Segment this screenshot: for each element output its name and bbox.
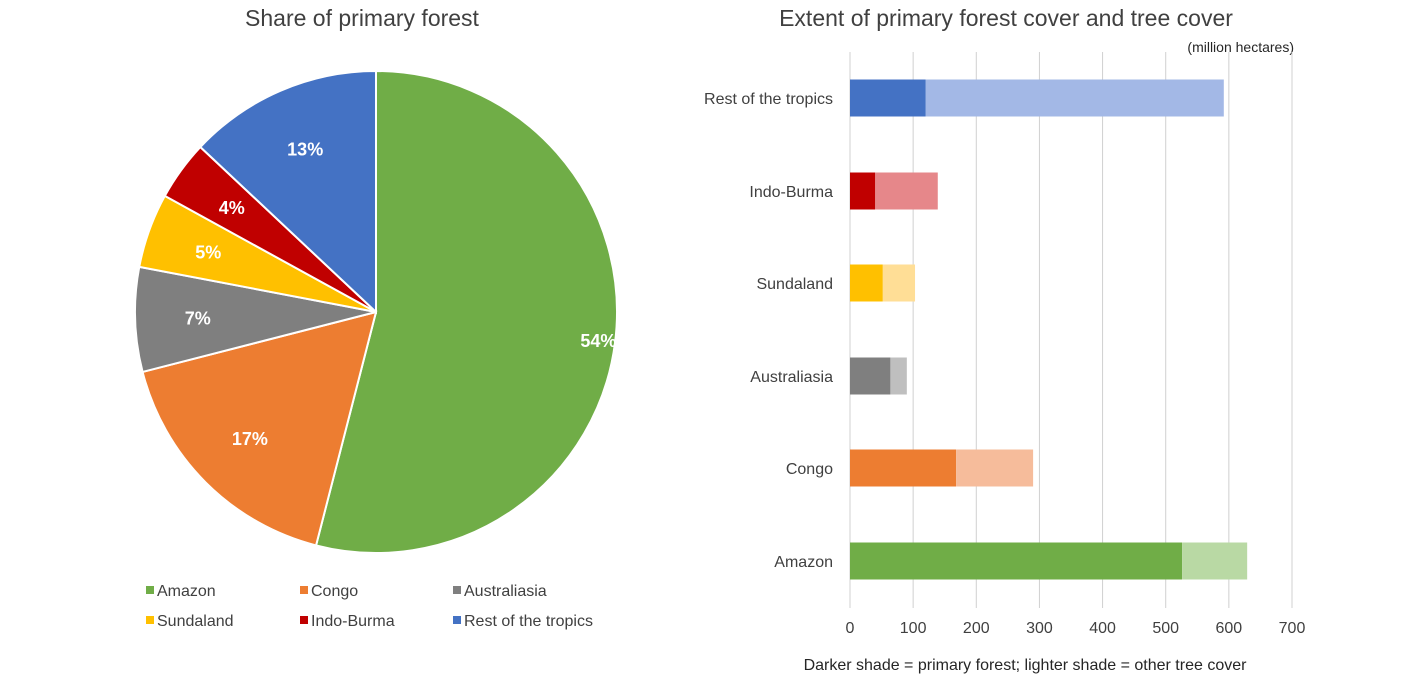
category-label-rest-of-the-tropics: Rest of the tropics bbox=[704, 91, 833, 108]
legend-swatch-congo bbox=[300, 586, 308, 594]
bar-chart-unit: (million hectares) bbox=[1187, 39, 1294, 55]
bar-australiasia-other-tree-cover bbox=[890, 357, 907, 395]
legend-swatch-amazon bbox=[146, 586, 154, 594]
pie-chart bbox=[134, 69, 618, 554]
bar-australiasia-primary-forest bbox=[850, 357, 891, 395]
pie-label-amazon: 54% bbox=[580, 331, 616, 351]
pie-slice-australiasia bbox=[134, 265, 377, 374]
x-tick-label-100: 100 bbox=[900, 620, 927, 637]
legend-swatch-australiasia bbox=[453, 586, 461, 594]
category-label-indo-burma: Indo-Burma bbox=[749, 184, 833, 201]
legend-label-rest-of-the-tropics: Rest of the tropics bbox=[464, 613, 593, 630]
legend-swatch-indo-burma bbox=[300, 616, 308, 624]
legend-label-sundaland: Sundaland bbox=[157, 613, 234, 630]
pie-slice-rest-of-the-tropics bbox=[198, 69, 377, 315]
pie-slice-amazon bbox=[314, 69, 618, 554]
bar-amazon-other-tree-cover bbox=[1182, 542, 1248, 580]
legend-label-congo: Congo bbox=[311, 583, 358, 600]
bar-rest-of-the-tropics-primary-forest bbox=[850, 79, 926, 117]
x-tick-label-700: 700 bbox=[1279, 620, 1306, 637]
bar-indo-burma-primary-forest bbox=[850, 172, 876, 210]
bar-chart-title: Extent of primary forest cover and tree … bbox=[779, 5, 1233, 31]
legend-swatch-sundaland bbox=[146, 616, 154, 624]
category-label-congo: Congo bbox=[786, 461, 833, 478]
bar-x-axis: 0 100 200 300 400 500 600 700 bbox=[846, 620, 1306, 637]
pie-label-rest-of-the-tropics: 13% bbox=[287, 139, 323, 159]
pie-label-australiasia: 7% bbox=[185, 309, 211, 329]
x-tick-label-0: 0 bbox=[846, 620, 855, 637]
bar-congo-other-tree-cover bbox=[956, 449, 1034, 487]
pie-label-indo-burma: 4% bbox=[219, 198, 245, 218]
bar-chart-note: Darker shade = primary forest; lighter s… bbox=[804, 657, 1248, 674]
x-tick-label-500: 500 bbox=[1152, 620, 1179, 637]
bar-sundaland-primary-forest bbox=[850, 264, 883, 302]
category-label-amazon: Amazon bbox=[774, 554, 833, 571]
x-tick-label-300: 300 bbox=[1026, 620, 1053, 637]
pie-slice-congo bbox=[141, 310, 378, 547]
pie-data-labels: 54% 17% 7% 5% 4% 13% bbox=[185, 139, 617, 449]
bar-chart bbox=[850, 79, 1248, 580]
legend-swatch-rest-of-the-tropics bbox=[453, 616, 461, 624]
bar-congo-primary-forest bbox=[850, 449, 957, 487]
x-tick-label-600: 600 bbox=[1216, 620, 1243, 637]
bar-rest-of-the-tropics-other-tree-cover bbox=[925, 79, 1224, 117]
bar-indo-burma-other-tree-cover bbox=[875, 172, 938, 210]
legend-label-amazon: Amazon bbox=[157, 583, 216, 600]
category-label-australiasia: Australiasia bbox=[750, 369, 833, 386]
pie-label-sundaland: 5% bbox=[195, 243, 221, 263]
bar-category-labels: Rest of the tropics Indo-Burma Sundaland Au… bbox=[704, 91, 833, 571]
pie-label-congo: 17% bbox=[232, 429, 268, 449]
bar-gridlines bbox=[849, 52, 1293, 608]
x-tick-label-200: 200 bbox=[963, 620, 990, 637]
x-tick-label-400: 400 bbox=[1089, 620, 1116, 637]
legend-label-indo-burma: Indo-Burma bbox=[311, 613, 395, 630]
pie-chart-title: Share of primary forest bbox=[245, 5, 480, 31]
legend-label-australiasia: Australiasia bbox=[464, 583, 547, 600]
bar-sundaland-other-tree-cover bbox=[882, 264, 916, 302]
pie-legend: Amazon Congo Australiasia Sundaland Indo-Bur… bbox=[146, 583, 593, 630]
bar-amazon-primary-forest bbox=[850, 542, 1183, 580]
category-label-sundaland: Sundaland bbox=[756, 276, 833, 293]
